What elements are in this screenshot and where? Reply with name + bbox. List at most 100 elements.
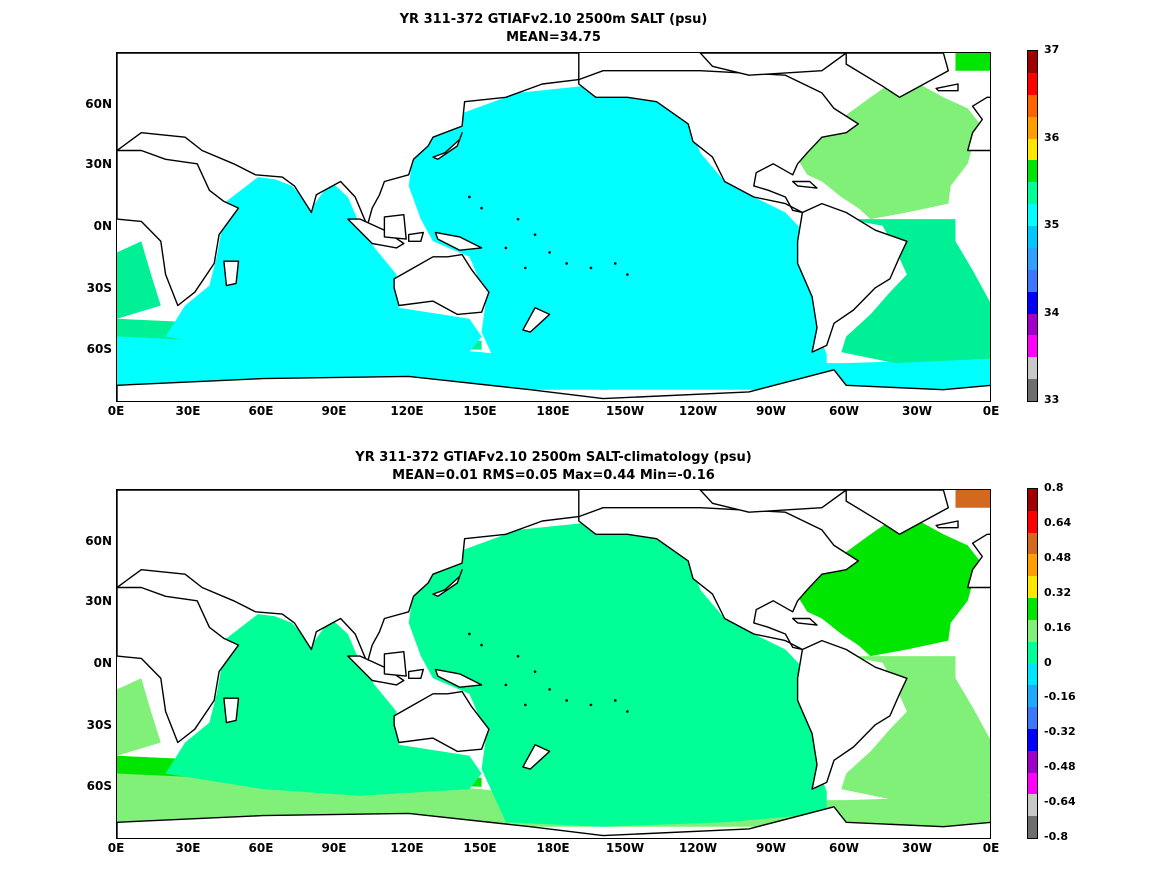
colorbar-tick-label: 0 <box>1044 655 1052 669</box>
island-marker <box>589 266 593 270</box>
lat-label-60s: 60S <box>86 342 112 356</box>
land-coastline <box>383 650 407 677</box>
colorbar-segment <box>1028 204 1037 226</box>
lat-label-30n: 30N <box>85 157 112 171</box>
land-coastline <box>792 180 818 189</box>
land-coastline <box>347 655 405 686</box>
ocean-region-pacific <box>403 84 827 390</box>
map-title: YR 311-372 GTIAFv2.10 2500m SALT (psu) <box>399 12 708 27</box>
colorbar-segment <box>1028 750 1037 773</box>
land-coastline <box>432 568 463 598</box>
colorbar-segment <box>1028 269 1037 292</box>
colorbar-tick-label: 36 <box>1044 130 1060 144</box>
land-coastline <box>117 806 990 838</box>
land-coastline <box>117 490 580 664</box>
ocean-region-atlantic-east <box>117 241 161 319</box>
colorbar-tick-label: -0.16 <box>1044 690 1076 704</box>
lon-label: 90E <box>321 404 347 418</box>
colorbar-segment <box>1028 51 1037 73</box>
colorbar-segment <box>1028 291 1037 314</box>
island-marker <box>613 699 617 702</box>
salt-map-panel: YR 311-372 GTIAFv2.10 2500m SALT (psu) M… <box>85 12 1060 418</box>
ocean-region-atlantic-south <box>841 219 990 364</box>
colorbar-segment <box>1028 247 1037 270</box>
land-coastline <box>408 668 424 680</box>
colorbar-segment <box>1028 685 1037 708</box>
land-coastline <box>967 96 990 152</box>
colorbar-segment <box>1028 313 1037 336</box>
island-marker <box>480 643 483 647</box>
land-coastline <box>408 231 424 243</box>
land-coastline <box>578 507 859 651</box>
island-marker <box>524 703 527 707</box>
lat-label-60n: 60N <box>85 97 112 111</box>
lat-label-0n: 0N <box>93 219 112 233</box>
colorbar-segment <box>1028 728 1037 751</box>
colorbar-segment <box>1028 619 1037 642</box>
colorbar-segment <box>1028 663 1037 686</box>
island-marker <box>613 262 617 265</box>
land-coastline <box>347 218 405 249</box>
land-coastline <box>796 639 908 790</box>
island-marker <box>480 206 483 210</box>
map-subtitle-stats: MEAN=0.01 RMS=0.05 Max=0.44 Min=-0.16 <box>392 468 715 483</box>
lon-label: 120W <box>678 404 718 418</box>
colorbar-segment <box>1028 226 1037 248</box>
colorbar-segment <box>1028 641 1037 664</box>
lon-label: 90E <box>321 841 347 855</box>
island-marker <box>516 217 520 221</box>
lon-label: 180E <box>536 841 570 855</box>
ocean-region-indian <box>165 614 482 796</box>
colorbar-segment <box>1028 379 1037 401</box>
land-coastline <box>522 306 551 333</box>
lat-label-30s: 30S <box>86 718 112 732</box>
salt-map <box>116 52 991 402</box>
island-marker <box>504 683 508 687</box>
colorbar-tick-label: -0.64 <box>1044 795 1076 809</box>
lon-label: 90W <box>756 404 786 418</box>
colorbar-segment <box>1028 510 1037 533</box>
colorbar-segment <box>1028 489 1037 511</box>
land-coastline <box>967 533 990 589</box>
island-marker <box>626 273 629 276</box>
lon-label: 30E <box>175 841 201 855</box>
land-coastline <box>383 213 407 240</box>
colorbar <box>1027 488 1038 839</box>
lon-label: 60W <box>829 841 859 855</box>
ocean-region-indian <box>165 177 482 359</box>
lon-label: 180E <box>536 404 570 418</box>
lat-label-60n: 60N <box>85 534 112 548</box>
island-marker <box>524 266 527 270</box>
salt-anomaly-map-panel: YR 311-372 GTIAFv2.10 2500m SALT-climato… <box>0 437 1167 875</box>
land-coastline <box>434 668 483 688</box>
island-marker <box>589 703 593 707</box>
island-marker <box>468 632 471 636</box>
land-coastline <box>699 490 847 513</box>
lon-label: 60E <box>248 404 274 418</box>
land-coastline <box>223 697 240 724</box>
land-coastline <box>845 53 949 98</box>
island-marker <box>565 262 568 265</box>
land-coastline <box>117 53 580 227</box>
colorbar-tick-label: 37 <box>1044 43 1060 56</box>
land-coastline <box>792 617 818 626</box>
colorbar-segment <box>1028 598 1037 620</box>
land-coastline <box>117 369 990 401</box>
colorbar-tick-label: -0.32 <box>1044 725 1076 739</box>
colorbar-tick-label: -0.48 <box>1044 760 1076 774</box>
island-marker <box>504 246 508 250</box>
colorbar-tick-label: 0.8 <box>1044 481 1064 494</box>
island-marker <box>468 195 471 199</box>
lon-label: 120E <box>390 841 424 855</box>
colorbar-tick-label: 0.48 <box>1044 550 1072 564</box>
lon-label: 150E <box>463 841 497 855</box>
land-coastline <box>796 202 908 353</box>
ocean-region-arctic <box>955 490 990 508</box>
lon-label: 120W <box>678 841 718 855</box>
lon-label: 90W <box>756 841 786 855</box>
colorbar <box>1027 50 1038 402</box>
lon-label: 0E <box>107 404 125 418</box>
colorbar-segment <box>1028 576 1037 599</box>
land-coastline <box>393 253 490 316</box>
island-marker <box>516 654 520 658</box>
